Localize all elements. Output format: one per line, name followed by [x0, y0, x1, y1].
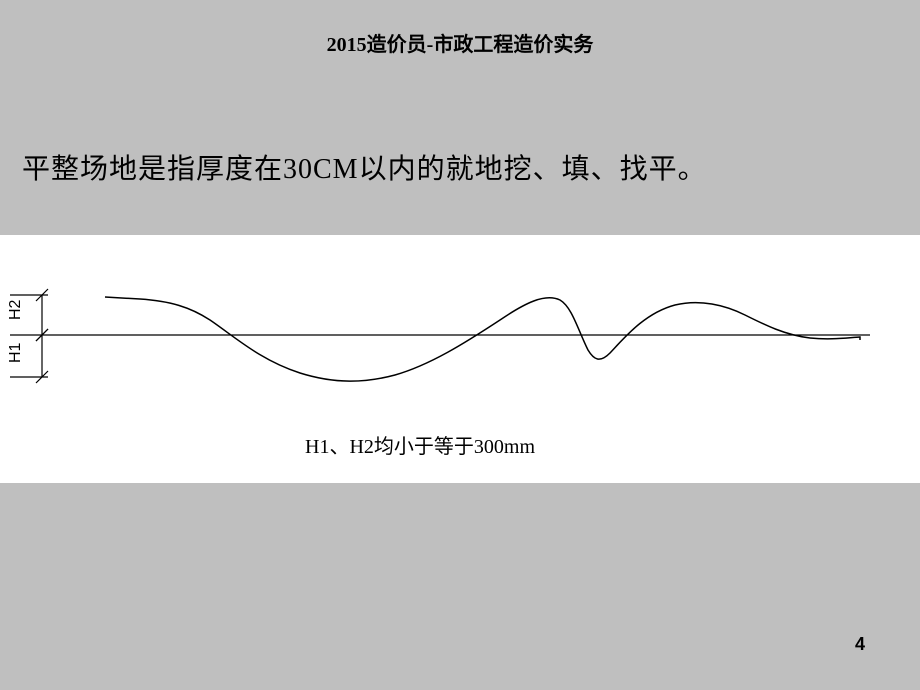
slide-body-text: 平整场地是指厚度在30CM以内的就地挖、填、找平。 — [0, 57, 920, 187]
h1-label: H1 — [7, 342, 24, 363]
diagram-caption: H1、H2均小于等于300mm — [305, 430, 535, 459]
h2-label: H2 — [7, 299, 24, 320]
slide-header-title: 2015造价员-市政工程造价实务 — [0, 0, 920, 57]
page-number: 4 — [855, 634, 865, 655]
diagram-container: H2 H1 H1、H2均小于等于300mm — [0, 235, 920, 483]
terrain-curve — [105, 297, 860, 381]
